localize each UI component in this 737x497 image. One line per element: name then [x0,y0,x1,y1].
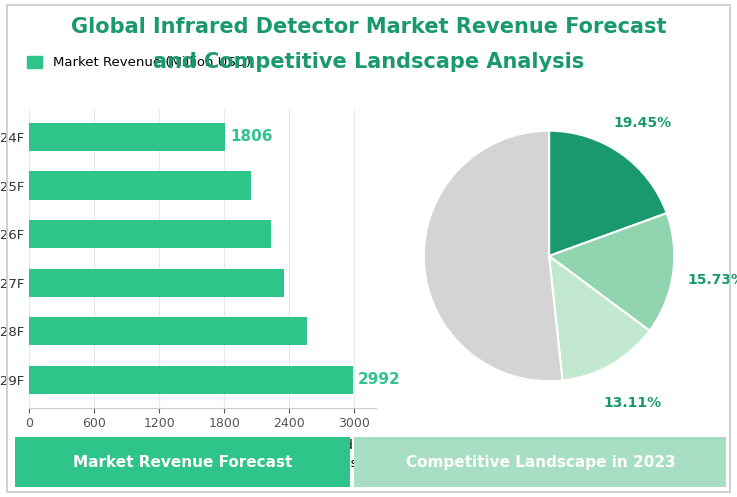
Text: 15.73%: 15.73% [688,273,737,287]
Text: Market Revenue Forecast: Market Revenue Forecast [73,455,293,470]
Text: 13.11%: 13.11% [604,396,662,410]
Text: and Competitive Landscape Analysis: and Competitive Landscape Analysis [153,52,584,72]
Wedge shape [549,131,667,256]
Bar [29,269,284,297]
Bar [29,317,307,345]
Bar [29,171,251,200]
Text: 1806: 1806 [230,130,273,145]
Text: Competitive Landscape in 2023: Competitive Landscape in 2023 [406,455,676,470]
Legend: Lynred, Flir Systems, Raytheon Company, Others: Lynred, Flir Systems, Raytheon Company, … [287,434,548,475]
Text: Global Infrared Detector Market Revenue Forecast: Global Infrared Detector Market Revenue … [71,17,666,37]
Bar [29,123,225,151]
Wedge shape [549,256,649,381]
Bar [29,366,353,394]
Bar [29,220,271,248]
Wedge shape [549,213,674,331]
Text: 19.45%: 19.45% [613,116,671,130]
Text: 2992: 2992 [358,372,401,387]
Wedge shape [424,131,562,381]
Legend: Market Revenue (Million USD): Market Revenue (Million USD) [22,50,256,75]
